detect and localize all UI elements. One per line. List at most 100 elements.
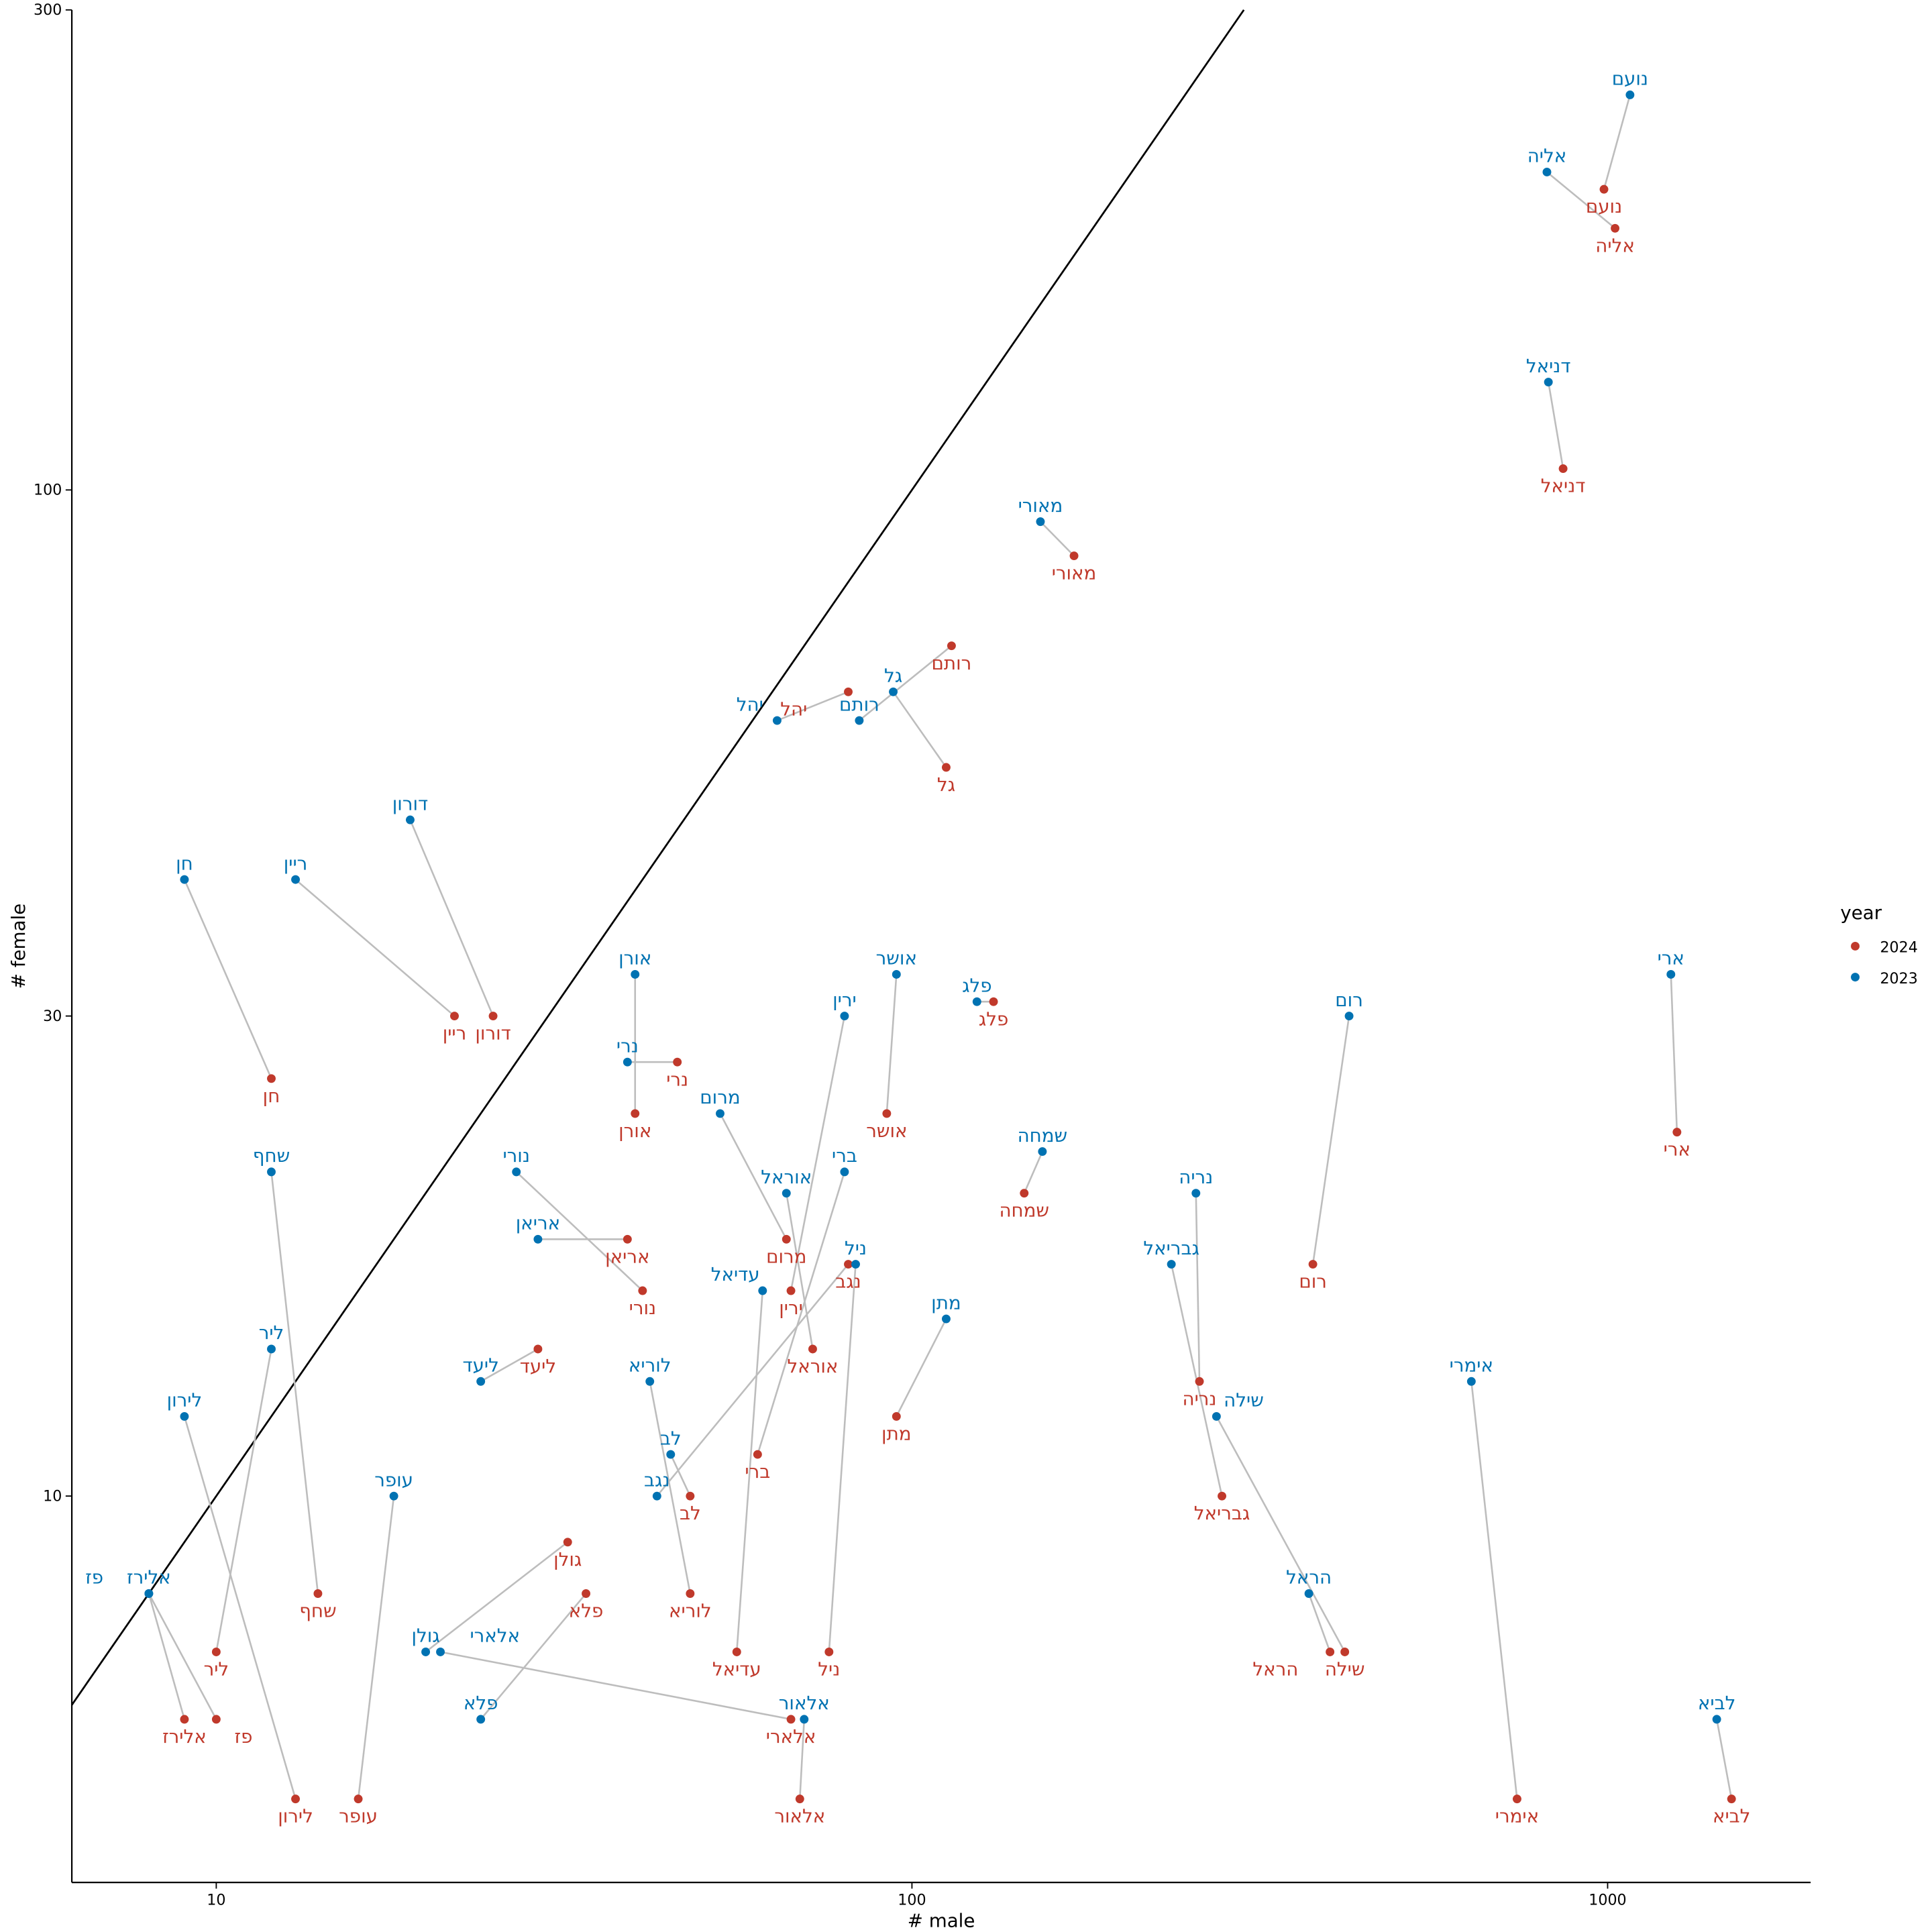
- point-label-2023: חן: [176, 852, 193, 874]
- point-2023: [291, 875, 301, 884]
- point-label-2024: אושר: [866, 1120, 907, 1142]
- point-label-2023: נריה: [1179, 1166, 1213, 1188]
- legend-label-2024: 2024: [1880, 939, 1917, 957]
- point-2023: [1344, 1012, 1354, 1021]
- point-2023: [800, 1715, 809, 1724]
- point-2023: [267, 1167, 276, 1177]
- point-2023: [180, 875, 189, 884]
- point-2024: [450, 1012, 459, 1021]
- connector-line: [183, 879, 272, 1079]
- connector-line: [649, 1381, 692, 1594]
- point-2024: [686, 1491, 695, 1501]
- point-label-2023: רום: [1335, 989, 1363, 1011]
- point-label-2024: אלאור: [774, 1805, 825, 1827]
- point-2024: [1308, 1260, 1318, 1269]
- point-2023: [666, 1450, 676, 1459]
- point-2023: [941, 1314, 951, 1324]
- point-2024: [947, 641, 956, 651]
- x-tick-label: 100: [898, 1891, 926, 1909]
- point-2023: [267, 1344, 276, 1354]
- point-2024: [582, 1589, 591, 1598]
- connector-line: [656, 1263, 849, 1497]
- point-label-2023: פז: [85, 1566, 103, 1589]
- point-2023: [436, 1648, 445, 1656]
- point-label-2023: גולן: [411, 1625, 439, 1647]
- point-2023: [889, 687, 898, 696]
- point-label-2024: נועם: [1586, 195, 1622, 217]
- point-label-2024: גל: [937, 773, 955, 796]
- connector-line: [215, 1348, 272, 1652]
- point-label-2023: שמחה: [1018, 1124, 1068, 1146]
- point-label-2024: פלג: [979, 1008, 1008, 1030]
- point-label-2023: אוראל: [761, 1166, 812, 1188]
- point-2024: [753, 1450, 762, 1459]
- point-label-2024: ליעד: [520, 1355, 556, 1377]
- point-2023: [389, 1491, 398, 1501]
- point-2024: [623, 1234, 632, 1244]
- point-label-2023: שילה: [1224, 1389, 1264, 1411]
- connector-line: [515, 1171, 643, 1291]
- point-2024: [941, 763, 951, 772]
- connector-line: [735, 1290, 764, 1652]
- plot-area: נועם נועם אליה אליה דניאל דניאל מאורי מאורי רותם…: [70, 9, 1750, 1827]
- point-2023: [652, 1491, 661, 1501]
- point-2023: [851, 1260, 860, 1269]
- point-label-2024: ברי: [745, 1460, 770, 1483]
- point-label-2023: עדיאל: [711, 1263, 760, 1285]
- point-2024: [808, 1344, 817, 1354]
- legend: year 2024 2023: [1840, 902, 1917, 987]
- point-label-2024: עופר: [339, 1805, 378, 1827]
- point-label-2023: דורון: [392, 792, 428, 814]
- connector-line: [1216, 1415, 1346, 1653]
- connector-line: [1603, 95, 1631, 190]
- point-2024: [638, 1286, 647, 1295]
- reference-line: [70, 9, 1245, 1706]
- point-2023: [840, 1167, 849, 1177]
- point-2024: [1069, 551, 1079, 561]
- point-label-2024: מרום: [766, 1245, 806, 1267]
- connector-line: [892, 691, 947, 768]
- point-2024: [732, 1648, 741, 1656]
- point-label-2023: אלארי: [470, 1625, 520, 1647]
- point-2023: [1666, 970, 1676, 979]
- point-2024: [1672, 1128, 1682, 1137]
- point-label-2023: פלא: [464, 1692, 498, 1714]
- point-label-2023: אריאן: [516, 1212, 560, 1234]
- connector-line: [719, 1113, 788, 1240]
- connector-line: [1670, 974, 1678, 1132]
- point-2023: [631, 970, 640, 979]
- point-label-2024: נריה: [1183, 1387, 1217, 1409]
- connector-line: [1040, 521, 1075, 557]
- point-2024: [782, 1234, 791, 1244]
- point-label-2023: אלאור: [779, 1692, 830, 1714]
- point-label-2024: נורי: [629, 1297, 656, 1319]
- point-2024: [686, 1589, 695, 1598]
- connector-line: [1547, 382, 1564, 469]
- point-label-2023: גבריאל: [1143, 1237, 1199, 1259]
- point-2024: [1218, 1491, 1226, 1501]
- point-2024: [313, 1589, 323, 1598]
- point-2024: [291, 1794, 301, 1804]
- point-label-2024: לירון: [278, 1805, 313, 1827]
- connector-line: [148, 1593, 186, 1720]
- x-ticks: 10 100 1000: [207, 1882, 1627, 1909]
- point-2023: [144, 1589, 154, 1598]
- point-label-2024: מאורי: [1052, 562, 1097, 584]
- x-axis-label: # male: [908, 1910, 975, 1932]
- connector-line: [480, 1593, 587, 1720]
- point-label-2024: עדיאל: [712, 1658, 761, 1680]
- point-2024: [673, 1057, 682, 1067]
- point-2024: [1611, 223, 1620, 233]
- legend-title: year: [1840, 902, 1882, 924]
- point-2023: [623, 1057, 632, 1067]
- point-2023: [645, 1377, 655, 1386]
- legend-label-2023: 2023: [1880, 970, 1917, 987]
- point-2023: [782, 1189, 791, 1198]
- point-label-2023: אושר: [876, 947, 917, 969]
- point-2024: [354, 1794, 363, 1804]
- point-label-2024: אוראל: [787, 1355, 838, 1377]
- connector-line: [1470, 1381, 1518, 1799]
- point-2024: [786, 1715, 796, 1724]
- y-tick-label: 100: [34, 482, 62, 499]
